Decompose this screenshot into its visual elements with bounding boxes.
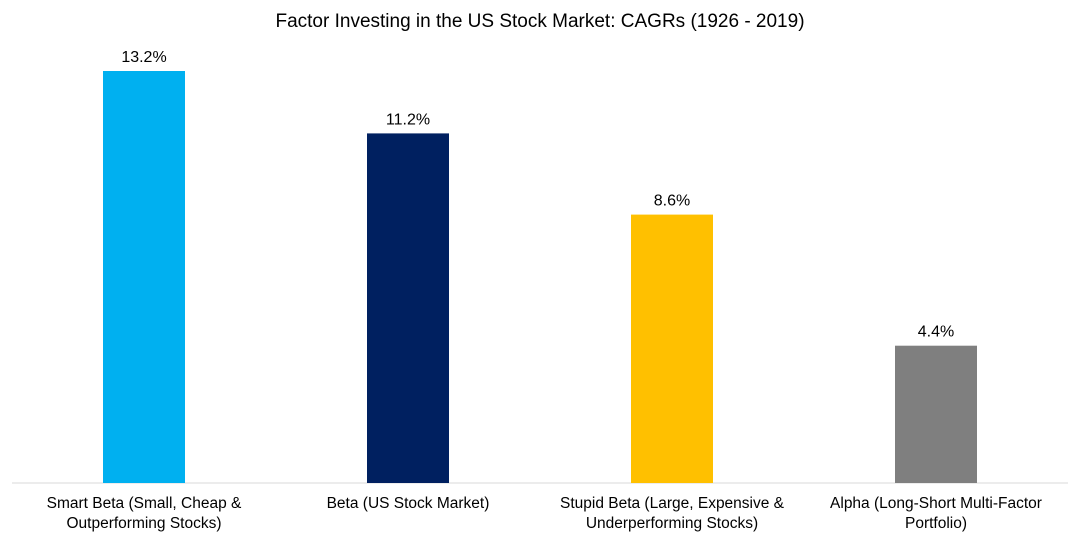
category-label-1: Smart Beta (Small, Cheap & Outperforming … <box>47 495 242 532</box>
category-label-2: Beta (US Stock Market) <box>327 495 490 512</box>
category-label-line: Stupid Beta (Large, Expensive & <box>560 495 785 512</box>
data-label-1: 13.2% <box>121 49 166 66</box>
bar-3 <box>631 214 713 483</box>
category-label-4: Alpha (Long-Short Multi-Factor Portfolio) <box>830 495 1042 532</box>
category-label-line: Alpha (Long-Short Multi-Factor <box>830 495 1042 512</box>
category-label-3: Stupid Beta (Large, Expensive & Underperf… <box>560 495 785 532</box>
data-labels-group: 13.2% 11.2% 8.6% 4.4% <box>121 49 954 341</box>
bar-2 <box>367 133 449 483</box>
category-label-line: Outperforming Stocks) <box>66 515 221 532</box>
category-label-line: Smart Beta (Small, Cheap & <box>47 495 242 512</box>
category-label-line: Underperforming Stocks) <box>586 515 758 532</box>
bar-4 <box>895 345 977 483</box>
data-label-3: 8.6% <box>654 193 690 210</box>
bar-1 <box>103 71 185 483</box>
data-label-4: 4.4% <box>918 324 954 341</box>
bars-group <box>103 71 977 483</box>
category-label-line: Beta (US Stock Market) <box>327 495 490 512</box>
data-label-2: 11.2% <box>386 111 430 128</box>
category-label-line: Portfolio) <box>905 515 967 532</box>
category-labels-group: Smart Beta (Small, Cheap & Outperforming … <box>47 495 1042 532</box>
chart-title: Factor Investing in the US Stock Market:… <box>275 11 804 32</box>
